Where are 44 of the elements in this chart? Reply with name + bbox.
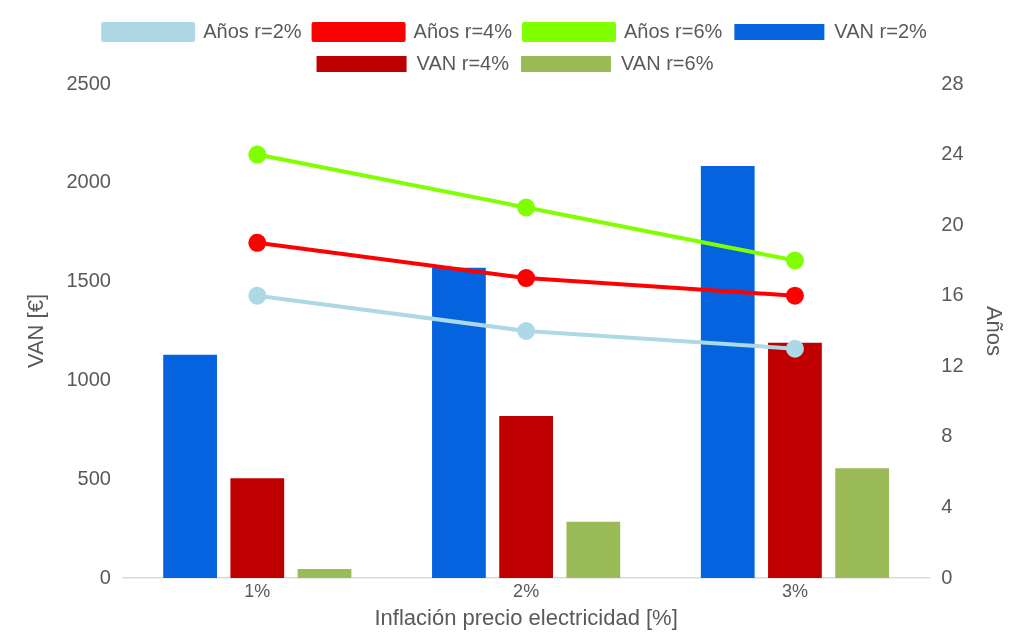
y2-tick-label: 16 xyxy=(941,283,964,306)
y-tick-label: 2500 xyxy=(66,71,111,94)
y-tick-label: 1500 xyxy=(66,269,111,292)
legend-label: Años r=6% xyxy=(623,19,723,42)
point xyxy=(785,251,804,270)
legend-label: Años r=4% xyxy=(413,19,513,42)
y2-tick-label: 12 xyxy=(941,353,964,376)
point xyxy=(785,286,804,305)
y-axis-title: VAN [€] xyxy=(23,293,49,369)
bar xyxy=(835,468,890,578)
bar xyxy=(432,267,486,578)
point xyxy=(517,322,536,340)
bar xyxy=(230,478,285,578)
y2-tick-label: 0 xyxy=(941,565,953,588)
y2-tick-label: 4 xyxy=(941,494,953,517)
y2-tick-label: 8 xyxy=(941,424,953,447)
y2-tick-label: 20 xyxy=(941,212,964,235)
legend-label: Años r=2% xyxy=(203,19,302,42)
y2-axis-title: Años xyxy=(981,305,1007,357)
point xyxy=(517,198,536,217)
legend-label: VAN r=2% xyxy=(834,19,928,42)
bar xyxy=(768,342,822,578)
point xyxy=(248,145,267,164)
y2-tick-label: 24 xyxy=(941,142,964,165)
y-tick-label: 0 xyxy=(99,565,111,588)
y2-tick-label: 28 xyxy=(941,71,964,94)
x-axis-title: Inflación precio electricidad [%] xyxy=(374,604,678,630)
bar xyxy=(700,166,755,578)
x-tick-label: 2% xyxy=(513,580,540,601)
bar xyxy=(499,415,554,578)
y-tick-label: 2000 xyxy=(66,170,111,193)
y-tick-label: 1000 xyxy=(66,367,111,390)
bar xyxy=(566,521,621,578)
x-tick-label: 1% xyxy=(244,580,271,601)
y-tick-label: 500 xyxy=(77,466,111,489)
point xyxy=(517,269,536,288)
bar xyxy=(297,569,352,578)
x-tick-label: 3% xyxy=(781,580,808,601)
point xyxy=(248,233,267,252)
legend-label: VAN r=6% xyxy=(621,51,714,74)
point xyxy=(248,286,267,305)
bar xyxy=(163,354,217,578)
point xyxy=(785,339,804,358)
legend-label: VAN r=4% xyxy=(416,51,510,74)
